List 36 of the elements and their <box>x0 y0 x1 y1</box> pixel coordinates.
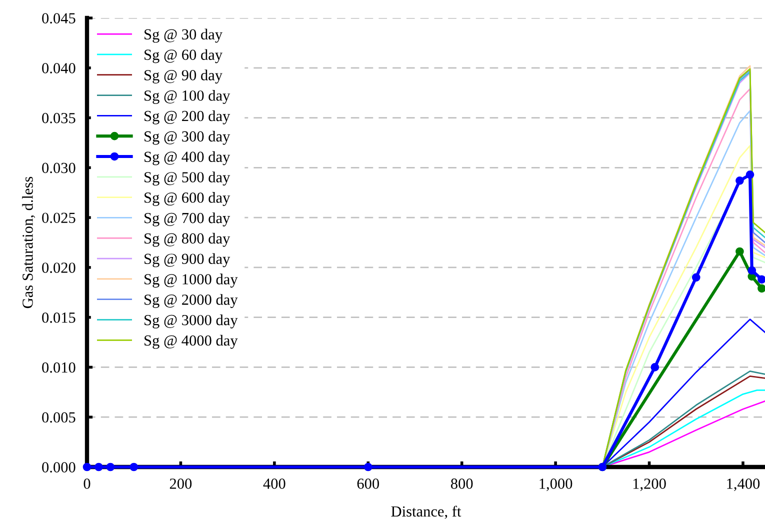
legend-label: Sg @ 200 day <box>144 110 230 124</box>
y-tick-label: 0.000 <box>42 462 76 473</box>
x-tick-label: 1,200 <box>633 478 666 492</box>
x-tick-label: 600 <box>357 478 380 489</box>
legend-label: Sg @ 2000 day <box>144 294 238 308</box>
x-tick-label: 1,000 <box>540 478 572 492</box>
x-tick-label: 0 <box>84 478 90 489</box>
legend-label: Sg @ 60 day <box>144 49 222 64</box>
x-axis-title: Distance, ft <box>391 506 462 519</box>
legend-label: Sg @ 100 day <box>144 90 230 104</box>
y-tick-label: 0.020 <box>42 262 76 273</box>
x-tick-label: 200 <box>170 478 192 489</box>
y-tick-label: 0.045 <box>42 13 76 24</box>
y-tick-label: 0.030 <box>42 162 76 174</box>
legend-label: Sg @ 3000 day <box>144 314 238 328</box>
x-tick-label: 1,400 <box>727 478 760 492</box>
legend-label: Sg @ 600 day <box>144 192 230 206</box>
legend-label: Sg @ 30 day <box>144 28 222 43</box>
legend-label: Sg @ 300 day <box>144 130 230 145</box>
legend-label: Sg @ 500 day <box>144 172 230 186</box>
y-tick-label: 0.040 <box>42 63 76 74</box>
legend-label: Sg @ 700 day <box>144 212 230 226</box>
y-tick-label: 0.015 <box>42 312 76 323</box>
y-tick-label: 0.005 <box>42 412 76 423</box>
legend-label: Sg @ 1000 day <box>144 274 238 288</box>
x-tick-label: 400 <box>263 478 286 489</box>
y-tick-label: 0.025 <box>42 212 76 224</box>
legend-label: Sg @ 400 day <box>144 151 230 166</box>
legend-label: Sg @ 4000 day <box>144 334 238 349</box>
x-tick-label: 800 <box>450 478 473 489</box>
y-tick-label: 0.035 <box>42 112 76 124</box>
y-axis-title: Gas Saturation, d.less <box>22 176 36 308</box>
legend-label: Sg @ 800 day <box>144 232 230 247</box>
y-tick-label: 0.010 <box>42 362 76 373</box>
legend-label: Sg @ 900 day <box>144 253 230 268</box>
legend-label: Sg @ 90 day <box>144 70 222 84</box>
